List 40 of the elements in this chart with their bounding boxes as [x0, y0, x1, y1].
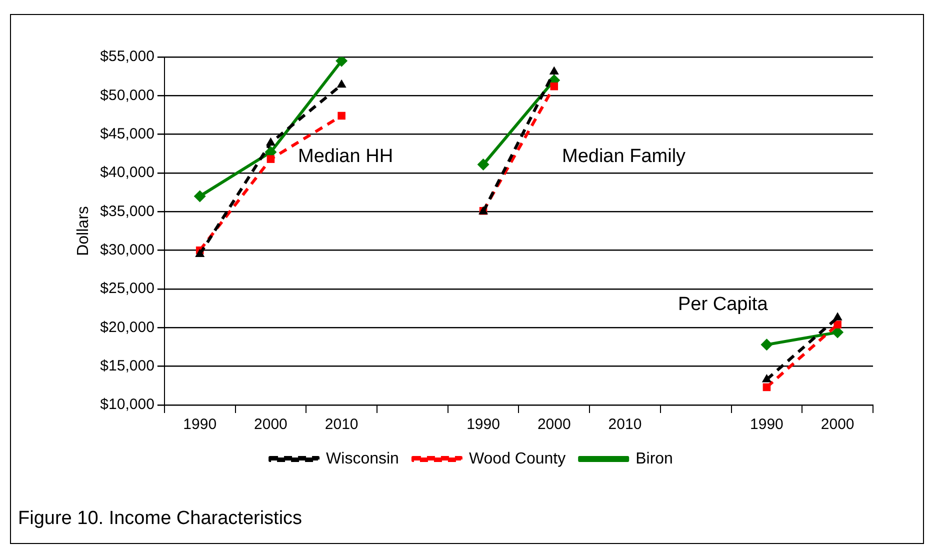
y-tick-label: $20,000: [100, 318, 154, 336]
y-tick-label: $25,000: [100, 280, 154, 298]
point: [550, 82, 558, 90]
legend-label: Biron: [636, 450, 673, 468]
y-tick-label: $10,000: [100, 396, 154, 414]
point: [762, 374, 772, 382]
x-tick-label: 1990: [466, 416, 500, 434]
x-tick-label: 2010: [324, 416, 358, 434]
x-tick-label: 1990: [750, 416, 784, 434]
point: [338, 112, 346, 120]
y-tick-label: $50,000: [100, 86, 154, 104]
caption: Figure 10. Income Characteristics: [18, 508, 302, 530]
point: [336, 79, 346, 88]
point: [762, 383, 771, 392]
point: [195, 248, 205, 257]
y-tick-label: $40,000: [100, 164, 154, 182]
annotation: Median HH: [298, 146, 394, 168]
point: [266, 137, 276, 146]
point: [266, 155, 275, 163]
x-tick-label: 2000: [254, 416, 288, 434]
x-tick-label: 2010: [608, 416, 642, 434]
y-tick-label: $30,000: [100, 241, 154, 258]
y-tick-label: $55,000: [100, 48, 154, 66]
point: [832, 312, 842, 320]
y-tick-label: $35,000: [100, 202, 154, 220]
legend-label: Wood County: [468, 450, 566, 468]
point: [194, 190, 206, 202]
annotation: Per Capita: [678, 294, 768, 316]
x-tick-label: 2000: [537, 416, 571, 434]
legend-label: Wisconsin: [326, 450, 399, 468]
point: [549, 66, 559, 74]
y-axis-title: Dollars: [75, 206, 92, 256]
annotation: Median Family: [562, 146, 686, 168]
point: [760, 338, 773, 351]
point: [834, 320, 842, 328]
x-tick-label: 1990: [183, 416, 217, 434]
y-tick-label: $15,000: [100, 357, 154, 374]
point: [477, 158, 490, 170]
y-tick-label: $45,000: [100, 125, 154, 142]
x-tick-label: 2000: [820, 416, 854, 434]
